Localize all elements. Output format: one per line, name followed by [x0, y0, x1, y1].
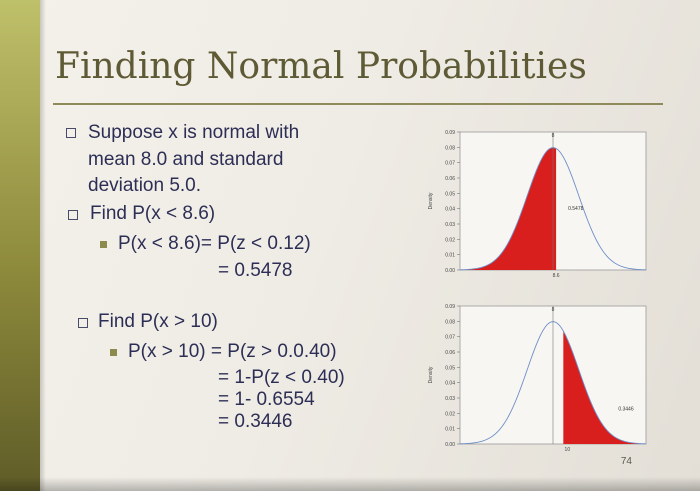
sub-bullet-icon — [110, 349, 117, 356]
text-line-2: mean 8.0 and standard — [88, 149, 284, 170]
bottom-shadow — [0, 477, 700, 491]
y-tick-label: 0.08 — [445, 319, 455, 325]
y-tick-label: 0.09 — [445, 130, 455, 136]
text-line-9: = 1-P(z < 0.40) — [218, 367, 345, 388]
text-line-10: = 1- 0.6554 — [218, 389, 315, 410]
mean-label: 8 — [552, 307, 555, 313]
page-number: 74 — [620, 456, 632, 467]
shaded-probability-area — [460, 147, 557, 270]
y-tick-label: 0.06 — [445, 350, 455, 356]
y-tick-label: 0.01 — [445, 253, 455, 259]
y-tick-label: 0.02 — [445, 237, 455, 243]
y-tick-label: 0.06 — [445, 176, 455, 182]
slide-title: Finding Normal Probabilities — [55, 46, 587, 87]
normal-chart-right-tail: 0.09 0.08 0.07 0.06 0.05 0.04 0.03 0.02 0.01 0.00… — [420, 298, 652, 458]
y-tick-label: 0.05 — [445, 191, 455, 197]
accent-bar-shadow — [40, 0, 46, 491]
normal-chart-left-tail: 0.09 0.08 0.07 0.06 0.05 0.04 0.03 0.02 0.01 0.00… — [420, 124, 652, 284]
slide-accent-bar — [0, 0, 40, 491]
bullet-square-icon — [68, 210, 78, 220]
text-line-5: P(x < 8.6)= P(z < 0.12) — [118, 233, 311, 254]
text-line-8: P(x > 10) = P(z > 0.0.40) — [128, 341, 337, 362]
text-line-1: Suppose x is normal with — [88, 122, 300, 143]
y-tick-label: 0.04 — [445, 207, 455, 213]
y-tick-label: 0.01 — [445, 427, 455, 433]
y-tick-label: 0.02 — [445, 411, 455, 417]
shaded-probability-area — [563, 331, 646, 444]
y-tick-label: 0.00 — [445, 268, 455, 274]
y-tick-label: 0.09 — [445, 304, 455, 310]
text-line-7: Find P(x > 10) — [98, 311, 218, 332]
y-tick-label: 0.03 — [445, 222, 455, 228]
bullet-square-icon — [66, 128, 76, 138]
y-axis-label: Density — [428, 366, 434, 383]
bullet-square-icon — [78, 318, 88, 328]
chart-svg-right-tail: 0.09 0.08 0.07 0.06 0.05 0.04 0.03 0.02 0.01 0.00… — [428, 304, 647, 453]
cutoff-label: 8.6 — [553, 273, 560, 279]
y-tick-label: 0.03 — [445, 396, 455, 402]
y-tick-label: 0.04 — [445, 381, 455, 387]
cutoff-label: 10 — [565, 447, 571, 453]
y-tick-label: 0.08 — [445, 145, 455, 151]
text-line-4: Find P(x < 8.6) — [90, 203, 216, 224]
y-axis-label: Density — [428, 192, 434, 209]
mean-label: 8 — [552, 133, 555, 139]
chart-svg-left-tail: 0.09 0.08 0.07 0.06 0.05 0.04 0.03 0.02 0.01 0.00… — [428, 130, 647, 279]
y-tick-label: 0.07 — [445, 335, 455, 341]
text-line-6: = 0.5478 — [218, 260, 293, 281]
y-tick-label: 0.00 — [445, 442, 455, 448]
area-label: 0.3446 — [618, 406, 634, 412]
sub-bullet-icon — [100, 241, 107, 248]
y-tick-label: 0.05 — [445, 365, 455, 371]
area-label: 0.5478 — [568, 206, 584, 212]
title-divider — [53, 103, 663, 105]
text-line-11: = 0.3446 — [218, 411, 293, 432]
y-tick-label: 0.07 — [445, 161, 455, 167]
text-line-3: deviation 5.0. — [88, 175, 202, 196]
